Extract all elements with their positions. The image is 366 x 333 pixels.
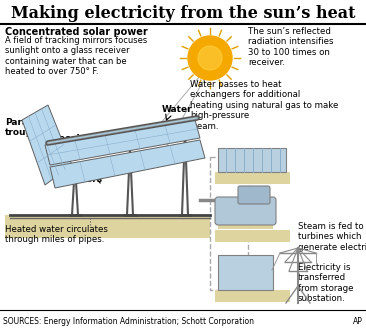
Text: A field of tracking mirrors focuses
sunlight onto a glass receiver
containing wa: A field of tracking mirrors focuses sunl…	[5, 36, 147, 76]
Circle shape	[188, 36, 232, 80]
FancyBboxPatch shape	[215, 197, 276, 225]
Circle shape	[198, 46, 222, 70]
Text: Making electricity from the sun’s heat: Making electricity from the sun’s heat	[11, 5, 355, 22]
FancyBboxPatch shape	[215, 290, 290, 302]
Polygon shape	[45, 120, 200, 165]
Text: Heated water circulates
through miles of pipes.: Heated water circulates through miles of…	[5, 225, 108, 244]
Text: Receiver: Receiver	[52, 134, 96, 143]
Text: Mirrors: Mirrors	[65, 175, 102, 184]
Text: AP: AP	[353, 316, 363, 325]
FancyBboxPatch shape	[218, 148, 286, 172]
Text: SOURCES: Energy Information Administration; Schott Corporation: SOURCES: Energy Information Administrati…	[3, 316, 254, 325]
FancyBboxPatch shape	[215, 172, 290, 184]
Polygon shape	[50, 140, 205, 188]
FancyBboxPatch shape	[218, 290, 273, 297]
FancyBboxPatch shape	[218, 255, 273, 290]
Text: Water passes to heat
exchangers for additional
heating using natural gas to make: Water passes to heat exchangers for addi…	[190, 80, 339, 131]
Text: Water: Water	[162, 106, 193, 115]
Text: Electricity is
transferred
from storage
substation.: Electricity is transferred from storage …	[298, 263, 354, 303]
FancyBboxPatch shape	[218, 172, 286, 179]
Text: Concentrated solar power: Concentrated solar power	[5, 27, 148, 37]
Polygon shape	[5, 215, 210, 238]
Text: Steam is fed to
turbines which
generate electricity.: Steam is fed to turbines which generate …	[298, 222, 366, 252]
FancyBboxPatch shape	[215, 230, 290, 242]
FancyBboxPatch shape	[218, 222, 273, 229]
Text: Parabolic
trough: Parabolic trough	[5, 118, 52, 138]
Text: The sun’s reflected
radiation intensifies
30 to 100 times on
receiver.: The sun’s reflected radiation intensifie…	[248, 27, 333, 67]
FancyBboxPatch shape	[238, 186, 270, 204]
Polygon shape	[22, 105, 72, 185]
